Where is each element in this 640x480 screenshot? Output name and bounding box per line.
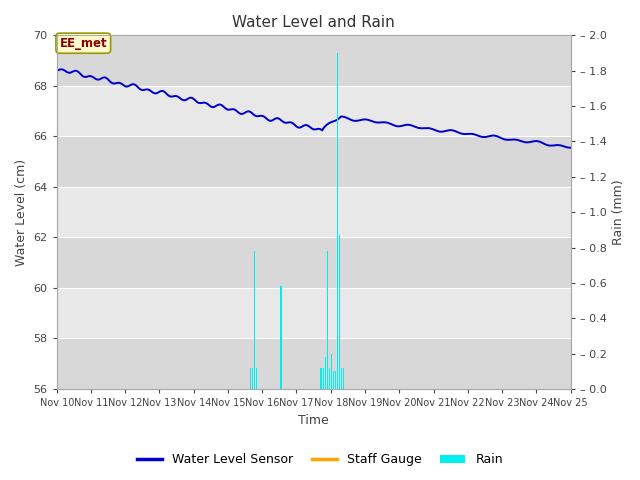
Bar	[250, 368, 251, 389]
Bar	[343, 368, 344, 389]
Bar	[57, 288, 570, 338]
Bar	[57, 86, 570, 136]
X-axis label: Time: Time	[298, 414, 329, 427]
Bar	[337, 53, 339, 389]
Bar	[321, 368, 322, 389]
Bar	[57, 338, 570, 389]
Y-axis label: Rain (mm): Rain (mm)	[612, 180, 625, 245]
Bar	[254, 251, 255, 389]
Title: Water Level and Rain: Water Level and Rain	[232, 15, 395, 30]
Bar	[57, 36, 570, 86]
Bar	[323, 368, 324, 389]
Legend: Water Level Sensor, Staff Gauge, Rain: Water Level Sensor, Staff Gauge, Rain	[132, 448, 508, 471]
Bar	[324, 357, 326, 389]
Text: EE_met: EE_met	[60, 36, 107, 50]
Bar	[331, 354, 332, 389]
Bar	[280, 287, 282, 389]
Bar	[57, 238, 570, 288]
Bar	[335, 372, 336, 389]
Bar	[339, 235, 340, 389]
Bar	[326, 251, 328, 389]
Bar	[57, 187, 570, 238]
Bar	[341, 368, 342, 389]
Bar	[256, 368, 257, 389]
Bar	[333, 372, 334, 389]
Y-axis label: Water Level (cm): Water Level (cm)	[15, 158, 28, 266]
Bar	[252, 368, 253, 389]
Bar	[329, 368, 330, 389]
Bar	[57, 136, 570, 187]
